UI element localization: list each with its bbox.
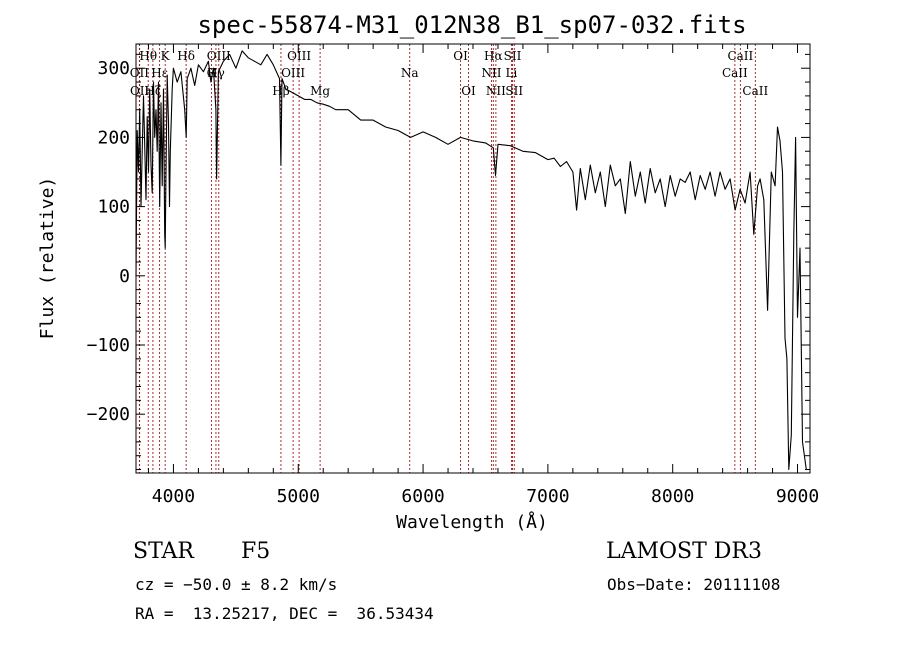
line-label-0: Hθ: [139, 49, 157, 63]
line-label-24: CaII: [722, 66, 748, 80]
y-tick-labels: −200 −100 0 100 200 300: [87, 58, 130, 425]
redshift-velocity: cz = −50.0 ± 8.2 km/s: [135, 575, 338, 594]
y-tick-label-4: 200: [97, 127, 130, 148]
line-label-21: NII: [486, 84, 506, 98]
sky-coordinates: RA = 13.25217, DEC = 36.53434: [135, 604, 434, 623]
line-label-25: CaII: [742, 84, 768, 98]
x-tick-labels: 4000 5000 6000 7000 8000 9000: [152, 486, 819, 507]
line-label-13: Mg: [310, 84, 330, 98]
line-label-7: OIII: [207, 49, 231, 63]
x-tick-label-4: 8000: [651, 486, 694, 507]
emission-line-markers: [138, 44, 756, 473]
x-tick-label-2: 6000: [401, 486, 444, 507]
line-label-4: Hε: [151, 66, 168, 80]
chart-title: spec-55874-M31_012N38_B1_sp07-032.fits: [197, 11, 746, 39]
survey-name: LAMOST DR3: [606, 539, 762, 564]
y-tick-label-2: 0: [119, 266, 130, 287]
x-tick-label-1: 5000: [277, 486, 320, 507]
object-class: STAR: [133, 539, 194, 564]
plot-frame: [135, 43, 811, 474]
y-tick-label-3: 100: [97, 197, 130, 218]
line-label-15: OI: [453, 49, 468, 63]
line-label-19: NII: [481, 66, 501, 80]
line-label-14: Na: [401, 66, 419, 80]
line-label-12: Hβ: [272, 84, 289, 98]
observation-date: Obs−Date: 20111108: [607, 575, 781, 594]
line-label-10: OIII: [287, 49, 311, 63]
line-label-11: OIII: [281, 66, 305, 80]
y-tick-label-1: −100: [87, 335, 130, 356]
line-label-1: K: [161, 49, 171, 63]
line-label-8: G: [207, 66, 217, 80]
line-label-23: CaII: [727, 49, 753, 63]
line-label-6: OII: [130, 84, 150, 98]
axis-ticks: [136, 44, 810, 473]
y-tick-label-0: −200: [87, 404, 130, 425]
x-tick-label-0: 4000: [152, 486, 195, 507]
line-label-18: SII: [504, 49, 522, 63]
object-subclass: F5: [241, 539, 271, 564]
line-label-20: Li: [506, 66, 518, 80]
line-label-3: OII: [130, 66, 150, 80]
x-tick-label-5: 9000: [776, 486, 819, 507]
line-label-17: Hα: [484, 49, 503, 63]
y-tick-label-5: 300: [97, 58, 130, 79]
y-axis-label: Flux (relative): [37, 177, 58, 340]
x-axis-label: Wavelength (Å): [396, 511, 548, 533]
line-label-22: SII: [505, 84, 523, 98]
line-label-16: OI: [461, 84, 476, 98]
flux-series-line: [135, 50, 807, 471]
x-tick-label-3: 7000: [526, 486, 569, 507]
line-label-2: Hδ: [177, 49, 195, 63]
